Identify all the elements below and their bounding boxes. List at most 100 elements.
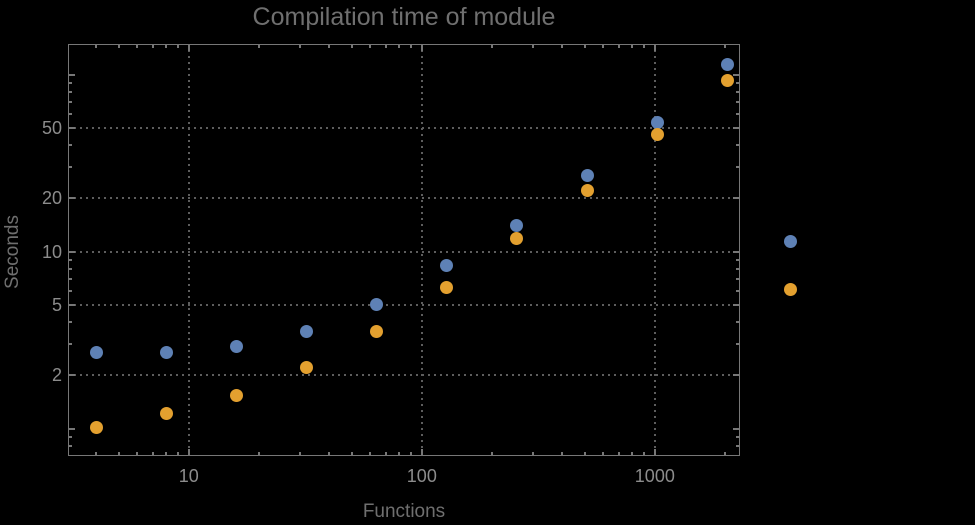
legend-marker-series-2 xyxy=(783,282,797,296)
x-axis-tick xyxy=(350,452,353,456)
x-axis-tick xyxy=(420,44,423,51)
data-point-series-1 xyxy=(159,345,173,359)
data-point-series-2 xyxy=(650,127,664,141)
y-axis-tick xyxy=(736,444,740,447)
x-axis-tick xyxy=(561,44,564,48)
y-axis-tick xyxy=(736,90,740,93)
x-axis-tick xyxy=(95,452,98,456)
x-axis-tick xyxy=(583,452,586,456)
grid-line-vertical xyxy=(420,44,423,456)
y-axis-tick xyxy=(68,81,72,84)
y-axis-tick xyxy=(736,435,740,438)
y-tick-label: 5 xyxy=(51,294,62,315)
y-axis-tick xyxy=(736,289,740,292)
grid-line-horizontal xyxy=(68,197,740,200)
x-axis-tick xyxy=(583,44,586,48)
y-axis-tick xyxy=(736,144,740,147)
y-tick-label: 10 xyxy=(41,241,62,262)
x-axis-tick xyxy=(177,44,180,48)
x-axis-tick xyxy=(561,452,564,456)
x-axis-tick xyxy=(298,44,301,48)
data-point-series-1 xyxy=(300,324,314,338)
y-axis-tick xyxy=(733,73,740,76)
data-point-series-2 xyxy=(580,183,594,197)
x-axis-tick xyxy=(151,44,154,48)
x-axis-tick xyxy=(369,44,372,48)
y-axis-tick xyxy=(68,258,72,261)
data-point-series-1 xyxy=(89,345,103,359)
x-axis-tick xyxy=(398,44,401,48)
x-axis-tick xyxy=(384,44,387,48)
data-point-series-1 xyxy=(510,219,524,233)
y-axis-tick xyxy=(733,126,740,129)
x-axis-tick xyxy=(257,452,260,456)
x-axis-tick xyxy=(653,449,656,456)
x-axis-tick xyxy=(490,452,493,456)
y-axis-tick xyxy=(736,101,740,104)
y-axis-tick xyxy=(736,343,740,346)
x-axis-tick xyxy=(117,452,120,456)
y-axis-tick xyxy=(68,126,75,129)
y-axis-tick xyxy=(68,289,72,292)
y-tick-label: 20 xyxy=(41,188,62,209)
x-axis-tick xyxy=(136,44,139,48)
y-axis-tick xyxy=(736,258,740,261)
x-axis-tick xyxy=(165,44,168,48)
plot-frame xyxy=(68,44,740,456)
y-axis-tick xyxy=(68,427,75,430)
y-axis-tick xyxy=(68,101,72,104)
y-axis-tick xyxy=(733,303,740,306)
x-axis-tick xyxy=(420,449,423,456)
y-axis-tick xyxy=(733,427,740,430)
y-axis-tick xyxy=(68,166,72,169)
grid-line-horizontal xyxy=(68,126,740,129)
data-point-series-2 xyxy=(89,420,103,434)
x-tick-label: 100 xyxy=(406,466,437,486)
x-axis-tick xyxy=(384,452,387,456)
x-axis-tick xyxy=(410,44,413,48)
x-axis-tick xyxy=(257,44,260,48)
x-axis-tick xyxy=(187,449,190,456)
x-axis-tick xyxy=(617,44,620,48)
y-axis-tick xyxy=(736,321,740,324)
x-tick-label: 1000 xyxy=(634,466,675,486)
data-point-series-2 xyxy=(440,280,454,294)
y-axis-tick xyxy=(68,444,72,447)
y-axis-tick xyxy=(68,90,72,93)
y-axis-tick xyxy=(733,197,740,200)
data-point-series-2 xyxy=(159,406,173,420)
data-point-series-2 xyxy=(370,324,384,338)
grid-line-horizontal xyxy=(68,303,740,306)
data-point-series-1 xyxy=(229,340,243,354)
data-point-series-2 xyxy=(720,73,734,87)
y-axis-tick xyxy=(68,303,75,306)
data-point-series-2 xyxy=(510,232,524,246)
x-axis-tick xyxy=(410,452,413,456)
y-axis-tick xyxy=(733,374,740,377)
data-point-series-1 xyxy=(370,298,384,312)
x-axis-tick xyxy=(602,452,605,456)
x-axis-tick xyxy=(136,452,139,456)
x-axis-label: Functions xyxy=(362,501,446,522)
x-axis-tick xyxy=(177,452,180,456)
x-axis-tick xyxy=(151,452,154,456)
x-axis-tick xyxy=(653,44,656,51)
x-axis-tick xyxy=(643,452,646,456)
legend-marker-series-1 xyxy=(783,234,797,248)
x-axis-tick xyxy=(602,44,605,48)
x-tick-label: 10 xyxy=(178,466,199,486)
y-axis-tick xyxy=(68,343,72,346)
x-axis-tick xyxy=(95,44,98,48)
data-point-series-1 xyxy=(720,58,734,72)
data-point-series-1 xyxy=(650,115,664,129)
x-axis-tick xyxy=(398,452,401,456)
x-axis-tick xyxy=(187,44,190,51)
grid-line-horizontal xyxy=(68,250,740,253)
x-axis-tick xyxy=(298,452,301,456)
x-axis-tick xyxy=(643,44,646,48)
data-point-series-1 xyxy=(580,169,594,183)
chart-title: Compilation time of module xyxy=(252,3,556,31)
grid-line-vertical xyxy=(187,44,190,456)
x-axis-tick xyxy=(532,452,534,456)
